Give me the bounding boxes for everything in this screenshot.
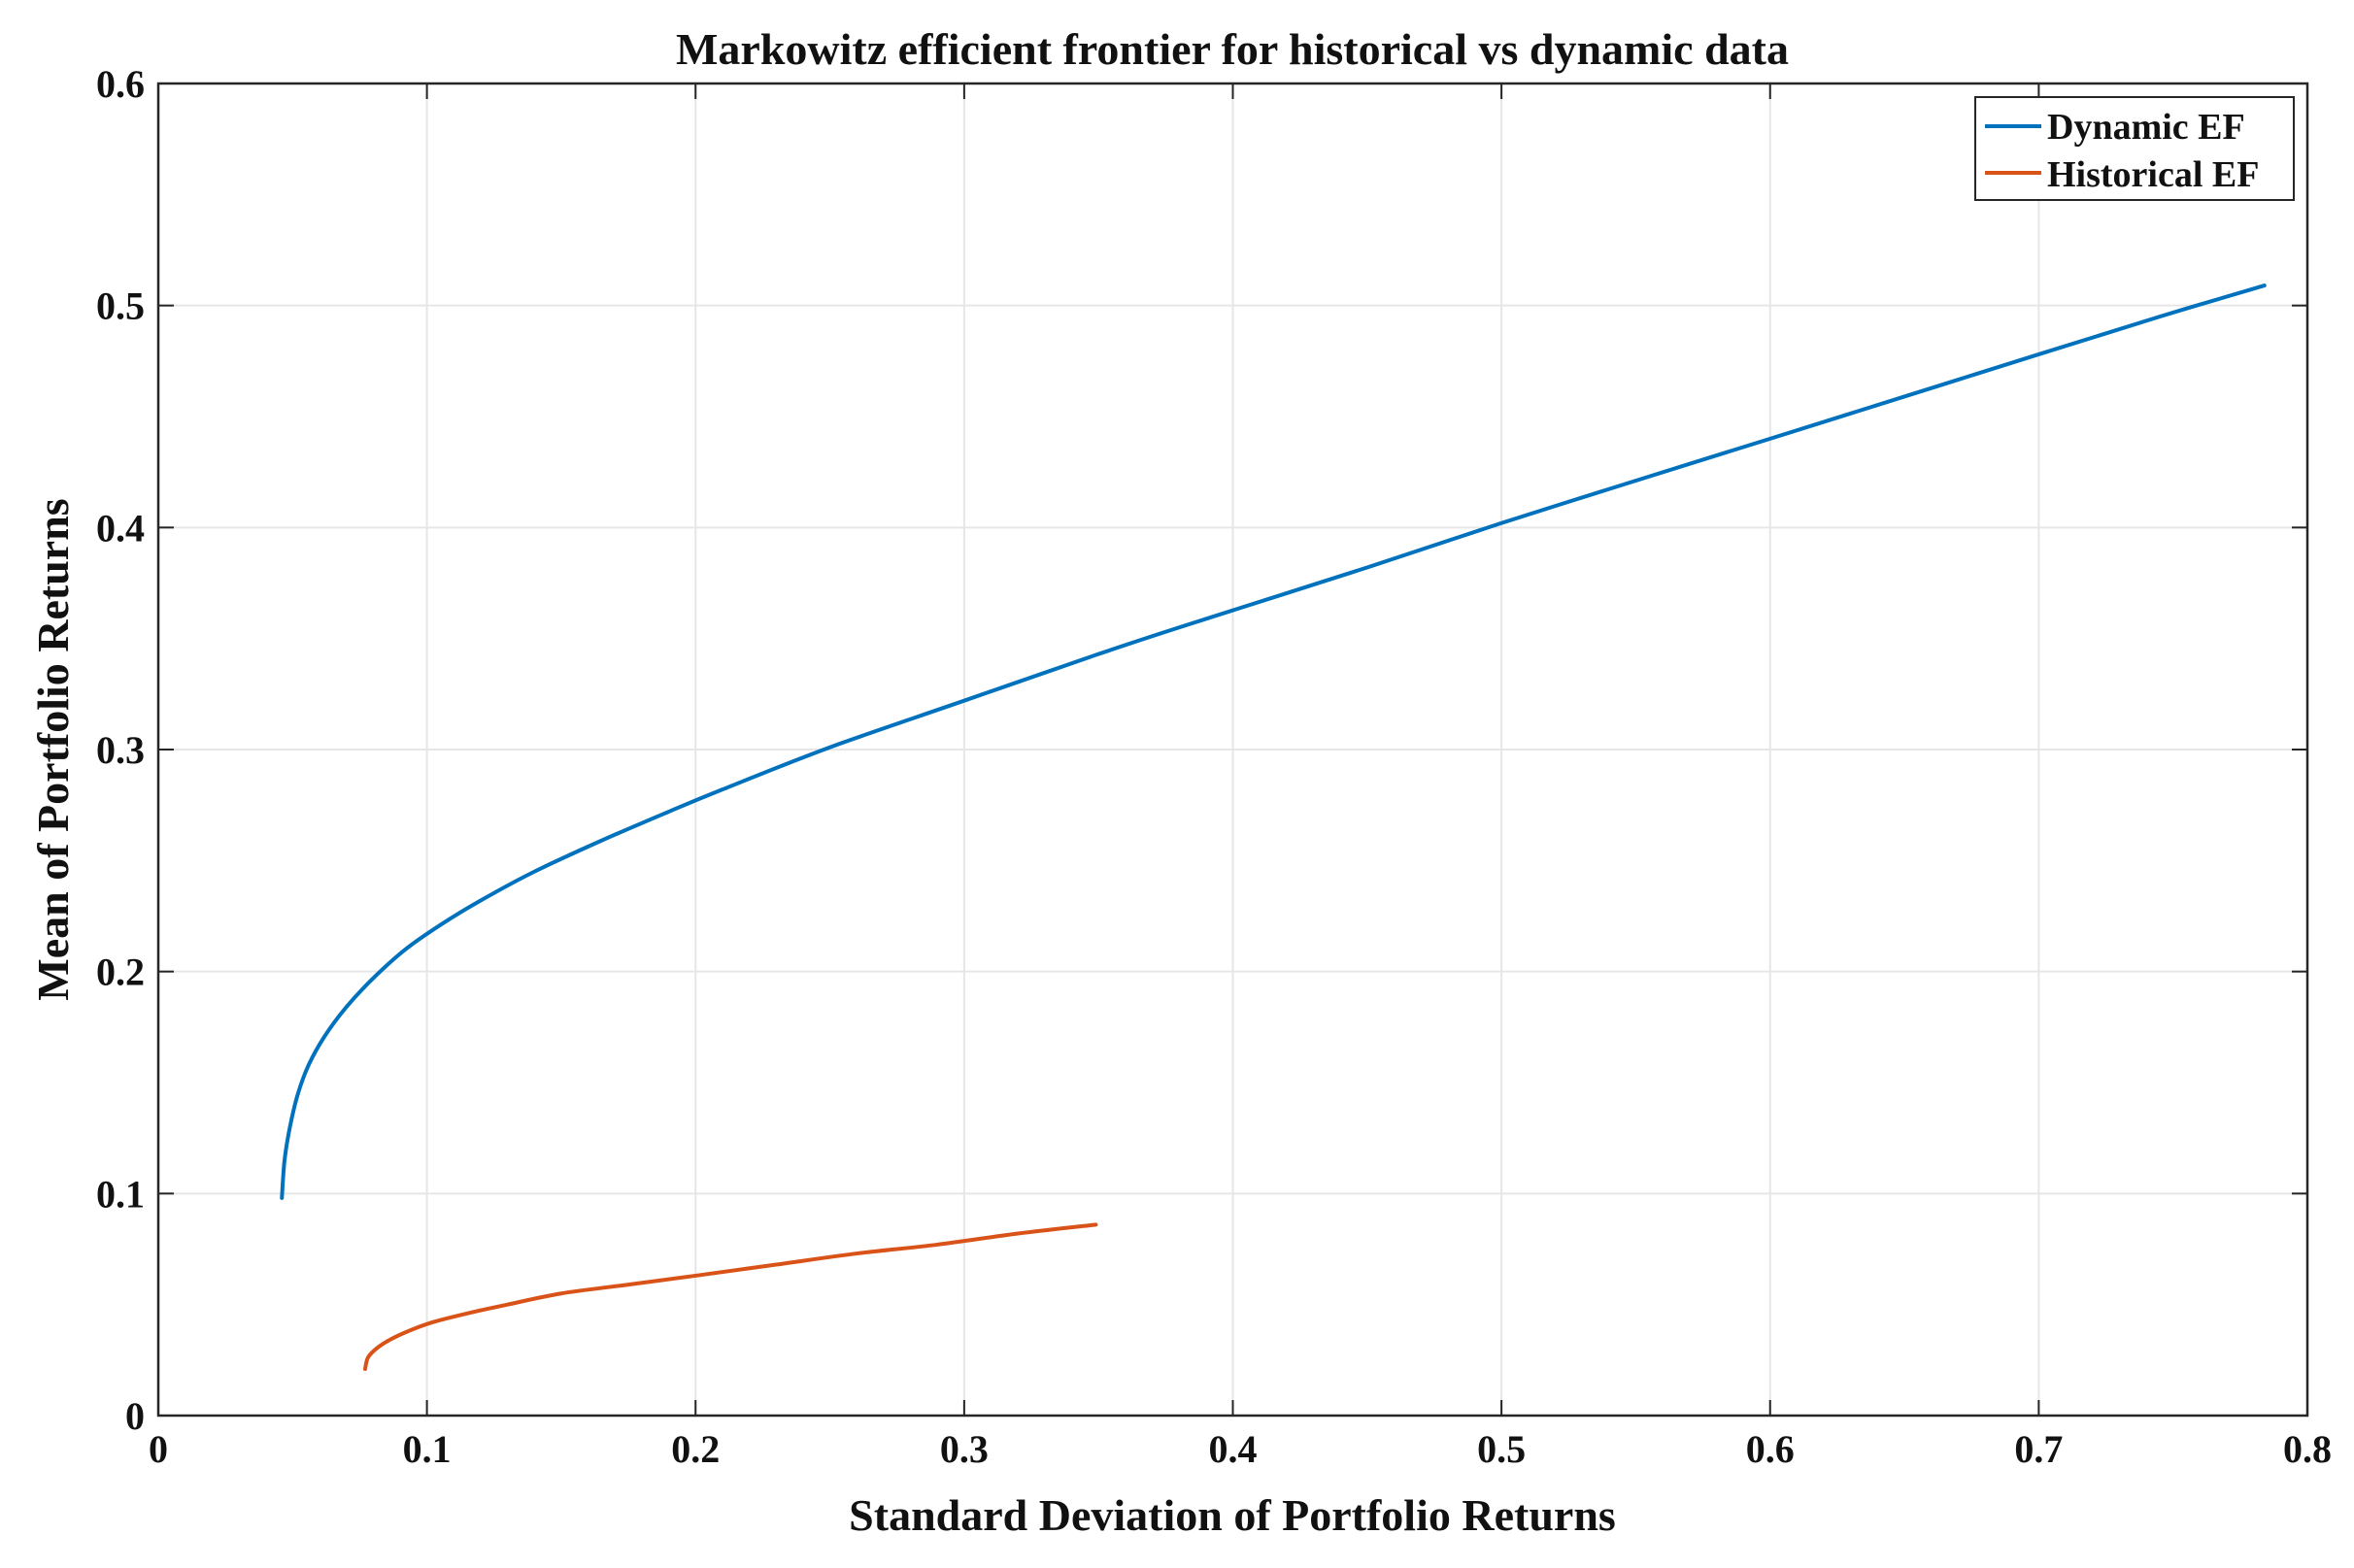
axis-ticks: 0 0.1 0.2 0.3 0.4 0.5 0.6 0.7 0.8 0 0.1 0.2 0.3 0.4 0.…	[96, 62, 2332, 1471]
y-tick-label: 0.1	[96, 1172, 145, 1216]
x-tick-label: 0.1	[403, 1427, 452, 1471]
x-tick-label: 0.2	[671, 1427, 720, 1471]
x-tick-label: 0.5	[1477, 1427, 1526, 1471]
x-axis-label: Standard Deviation of Portfolio Returns	[849, 1490, 1616, 1540]
x-tick-label: 0.3	[940, 1427, 989, 1471]
series-lines	[280, 284, 2267, 1371]
legend-box	[1974, 96, 2295, 201]
grid-lines	[158, 83, 2307, 1416]
series-line-historical-ef	[363, 1222, 1098, 1371]
legend-label-historical: Historical EF	[2047, 154, 2259, 195]
y-tick-label: 0.3	[96, 728, 145, 772]
x-tick-label: 0.6	[1746, 1427, 1795, 1471]
x-tick-label: 0	[149, 1427, 168, 1471]
legend: Dynamic EF Historical EF	[1974, 96, 2295, 201]
y-tick-label: 0	[125, 1394, 145, 1438]
y-tick-label: 0.6	[96, 62, 145, 106]
chart-title: Markowitz efficient frontier for histori…	[676, 24, 1789, 74]
x-tick-label: 0.4	[1209, 1427, 1258, 1471]
y-tick-label: 0.2	[96, 951, 145, 994]
y-tick-label: 0.4	[96, 506, 145, 550]
series-line-dynamic-ef	[280, 284, 2267, 1200]
x-tick-label: 0.8	[2283, 1427, 2332, 1471]
y-axis-label: Mean of Portfolio Returns	[28, 498, 78, 1000]
legend-label-dynamic: Dynamic EF	[2047, 107, 2245, 148]
y-tick-label: 0.5	[96, 284, 145, 328]
x-tick-label: 0.7	[2014, 1427, 2063, 1471]
